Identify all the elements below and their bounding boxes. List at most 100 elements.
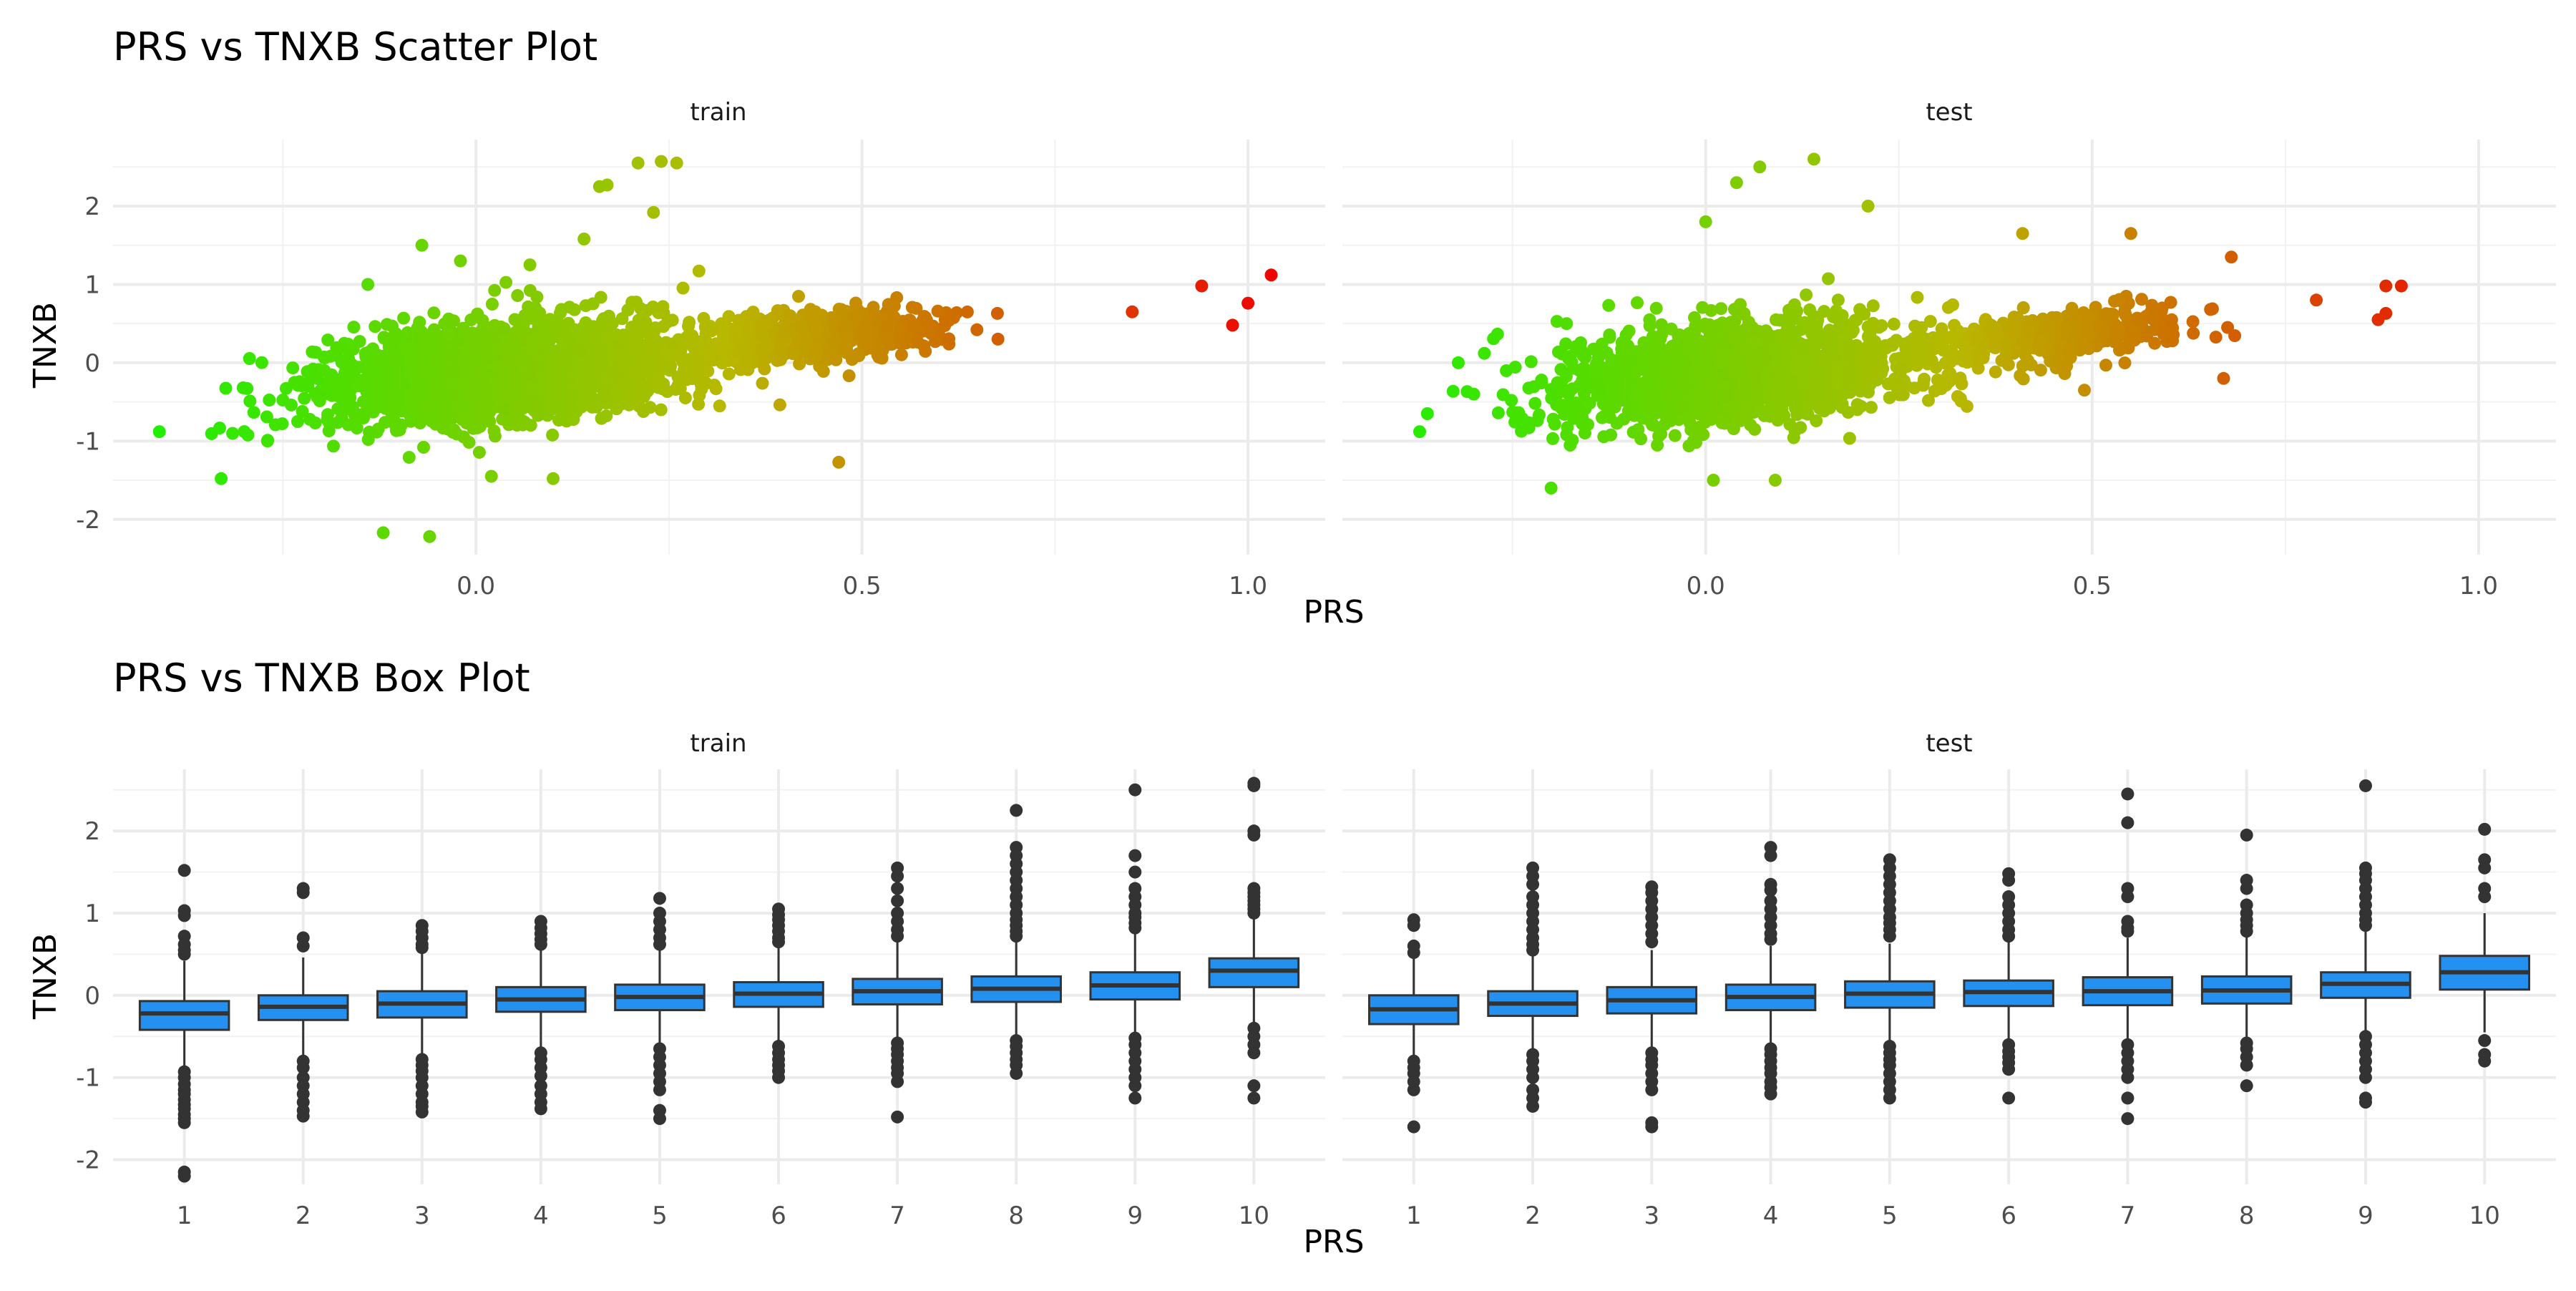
box-train-group-4 — [495, 915, 587, 1116]
scatter-point — [2209, 331, 2223, 344]
scatter-point — [1704, 411, 1717, 425]
box-outlier — [2240, 1079, 2253, 1093]
scatter-point — [786, 346, 800, 360]
scatter-point — [339, 357, 353, 371]
box-outlier — [415, 941, 429, 955]
scatter-x-ticks: 0.0 0.5 1.0 0.0 0.5 1.0 — [457, 572, 2498, 600]
scatter-point — [552, 377, 566, 391]
scatter-point — [1241, 296, 1255, 310]
box-outlier — [1247, 828, 1261, 842]
scatter-point — [398, 338, 411, 352]
scatter-point — [652, 371, 665, 385]
scatter-point — [347, 321, 361, 334]
box-outlier — [2002, 1063, 2016, 1076]
scatter-point — [482, 414, 495, 427]
box-train-x-tick-label: 6 — [771, 1202, 786, 1230]
scatter-point — [2016, 227, 2029, 240]
scatter-point — [826, 334, 840, 348]
scatter-point — [240, 381, 254, 395]
box-test-x-tick-label: 1 — [1406, 1202, 1422, 1230]
box-y-tick-label: 0 — [84, 982, 100, 1010]
scatter-point — [459, 363, 473, 376]
scatter-point — [1887, 317, 1901, 331]
scatter-point — [402, 451, 416, 464]
box-outlier — [2121, 1071, 2135, 1084]
scatter-point — [308, 416, 322, 429]
scatter-point — [2124, 227, 2137, 240]
scatter-point — [630, 371, 643, 385]
scatter-point — [2130, 311, 2144, 325]
scatter-point — [472, 446, 486, 459]
box-outlier — [1764, 883, 1777, 897]
scatter-point — [717, 325, 731, 338]
box-outlier — [2240, 882, 2253, 895]
scatter-point — [669, 383, 683, 396]
scatter-point — [260, 434, 274, 448]
scatter-point — [327, 439, 340, 453]
scatter-point — [2016, 359, 2029, 373]
scatter-point — [1633, 400, 1646, 414]
scatter-point — [268, 418, 282, 432]
scatter-point — [670, 156, 683, 170]
scatter-point — [2099, 307, 2113, 321]
scatter-point — [2122, 337, 2136, 351]
scatter-point — [1744, 418, 1757, 432]
scatter-point — [832, 455, 846, 469]
scatter-point — [397, 311, 411, 325]
box-test-x-tick-label: 3 — [1644, 1202, 1659, 1230]
scatter-point — [523, 258, 537, 272]
scatter-point — [1551, 376, 1564, 389]
scatter-point — [1881, 377, 1895, 391]
box-test-x-tick-label: 7 — [2120, 1202, 2136, 1230]
box-outlier — [1010, 1066, 1023, 1080]
scatter-point — [417, 441, 430, 454]
scatter-point — [456, 413, 469, 427]
scatter-point — [773, 398, 786, 411]
box-outlier — [177, 1116, 191, 1129]
box-outlier — [1645, 935, 1659, 949]
scatter-point — [365, 364, 379, 377]
box-outlier — [177, 1169, 191, 1183]
box-train-group-6 — [733, 902, 824, 1084]
scatter-point — [387, 414, 401, 427]
scatter-point — [1760, 352, 1774, 366]
scatter-point — [1707, 336, 1720, 350]
scatter-point — [640, 381, 654, 395]
box-marks-train — [138, 776, 1300, 1183]
scatter-point — [632, 313, 645, 327]
box-train-x-tick-label: 3 — [414, 1202, 430, 1230]
scatter-point — [1643, 313, 1657, 326]
box-outlier — [534, 937, 547, 951]
scatter-point — [647, 205, 660, 219]
scatter-point — [592, 180, 606, 193]
scatter-point — [1910, 359, 1923, 372]
scatter-point — [2112, 321, 2126, 334]
scatter-point — [376, 350, 389, 363]
box-outlier — [1128, 921, 1142, 935]
scatter-point — [1684, 423, 1698, 437]
box-outlier — [1247, 1091, 1261, 1105]
scatter-point — [655, 155, 668, 168]
scatter-point — [1861, 200, 1875, 213]
scatter-point — [792, 290, 805, 303]
box-outlier — [1407, 946, 1420, 960]
scatter-point — [430, 356, 444, 370]
scatter-point — [2164, 296, 2177, 309]
scatter-point — [584, 386, 597, 400]
scatter-point — [908, 319, 921, 333]
scatter-point — [641, 352, 655, 366]
scatter-point — [1574, 344, 1588, 357]
scatter-train-x-tick-label: 0.5 — [843, 572, 882, 600]
scatter-point — [1692, 394, 1705, 408]
box-test-group-4 — [1724, 841, 1817, 1101]
scatter-point — [1850, 403, 1864, 416]
scatter-point — [1264, 268, 1278, 282]
box-outlier — [1764, 932, 1777, 946]
scatter-point — [318, 351, 331, 365]
scatter-point — [1672, 350, 1685, 364]
box-y-tick-label: 2 — [84, 817, 100, 846]
scatter-point — [577, 233, 591, 245]
scatter-point — [1822, 272, 1835, 286]
box-outlier — [534, 1069, 547, 1083]
scatter-point — [502, 386, 515, 399]
